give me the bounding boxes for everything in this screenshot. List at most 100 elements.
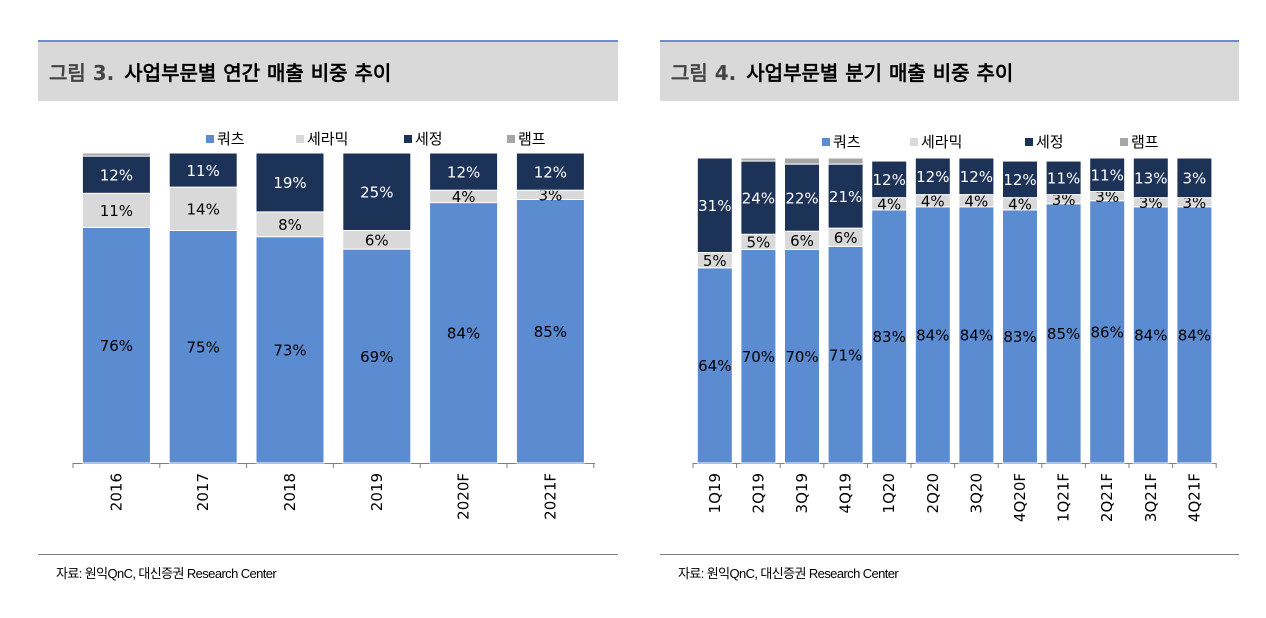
data-label-cleaning-3Q20: 12% (960, 168, 993, 186)
data-label-cleaning-1Q19: 31% (698, 197, 731, 215)
bar-cleaning-2019 (342, 152, 412, 231)
x-tick-label-1Q19: 1Q19 (706, 473, 724, 513)
data-label-quartz-2018: 73% (273, 342, 306, 360)
data-label-ceramic-4Q19: 6% (834, 229, 858, 247)
legend-swatch-ramp (507, 135, 515, 143)
bar-ceramic-2016 (81, 192, 151, 228)
bar-ceramic-2018 (255, 211, 325, 238)
data-label-quartz-2019: 69% (360, 348, 393, 366)
annual-chart-title: 사업부문별 연간 매출 비중 추이 (124, 61, 392, 85)
bar-cleaning-4Q20F (1002, 160, 1038, 199)
data-label-quartz-2017: 75% (187, 338, 220, 356)
data-label-ceramic-4Q20F: 4% (1008, 195, 1032, 213)
legend-label-ceramic: 세라믹 (307, 130, 348, 148)
data-label-ceramic-2Q21F: 3% (1095, 188, 1119, 206)
data-label-cleaning-2020F: 12% (447, 163, 480, 181)
legend-swatch-ceramic (910, 138, 918, 146)
data-label-quartz-2016: 76% (100, 337, 133, 355)
legend-swatch-cleaning (1025, 138, 1033, 146)
annual-title-bar: 그림 3. 사업부문별 연간 매출 비중 추이 (38, 40, 618, 101)
x-tick-label-2Q19: 2Q19 (749, 473, 767, 513)
legend-swatch-ramp (1120, 138, 1128, 146)
bar-cleaning-2020F (429, 152, 499, 191)
data-label-ceramic-1Q19: 5% (703, 252, 727, 270)
data-label-cleaning-1Q21F: 11% (1047, 170, 1080, 188)
annual-figure-label: 그림 3. (49, 61, 115, 85)
quarterly-chart-title: 사업부문별 분기 매출 비중 추이 (746, 61, 1014, 85)
bar-ramp-3Q19 (784, 157, 820, 165)
x-tick-label-2020F: 2020F (455, 473, 473, 520)
data-label-cleaning-2Q20: 12% (916, 168, 949, 186)
data-label-cleaning-2019: 25% (360, 183, 393, 201)
x-tick-label-2Q21F: 2Q21F (1098, 473, 1116, 522)
quarterly-chart: 쿼츠 세라믹 세정 램프 64% 5% 31% 1Q19 70% 5% 24% 2Q19 70% 6% 22… (692, 133, 1217, 522)
data-label-quartz-4Q21F: 84% (1178, 327, 1211, 345)
bar-quartz-1Q20 (871, 209, 908, 464)
data-label-quartz-2021F: 85% (534, 323, 567, 341)
quarterly-figure-label: 그림 4. (671, 61, 737, 85)
bar-quartz-2020F (429, 202, 499, 464)
data-label-quartz-3Q19: 70% (785, 348, 818, 366)
x-tick-label-3Q19: 3Q19 (793, 473, 811, 513)
data-label-quartz-2Q20: 84% (916, 327, 949, 345)
annual-panel: 그림 3. 사업부문별 연간 매출 비중 추이 쿼츠 세라믹 세정 램프 76% 11% 1… (38, 40, 618, 581)
bar-cleaning-2016 (81, 155, 151, 194)
bar-cleaning-2Q21F (1089, 157, 1126, 193)
data-label-quartz-2Q19: 70% (742, 348, 775, 366)
data-label-quartz-1Q19: 64% (698, 357, 731, 375)
data-label-quartz-3Q20: 84% (960, 327, 993, 345)
bar-quartz-3Q21F (1132, 206, 1169, 464)
x-tick-label-2021F: 2021F (541, 473, 559, 520)
data-label-cleaning-2018: 19% (273, 174, 306, 192)
quarterly-title-bar: 그림 4. 사업부문별 분기 매출 비중 추이 (660, 40, 1239, 101)
legend-label-ramp: 램프 (518, 130, 546, 148)
legend-swatch-quartz (822, 138, 830, 146)
bar-quartz-4Q21F (1176, 206, 1213, 464)
bar-quartz-1Q19 (696, 267, 733, 464)
bar-cleaning-3Q20 (958, 157, 995, 196)
annual-source: 자료: 원익QnC, 대신증권 Research Center (38, 554, 618, 582)
bar-cleaning-4Q21F (1176, 157, 1213, 199)
data-label-ceramic-3Q19: 6% (790, 232, 814, 250)
bar-cleaning-2Q20 (914, 157, 951, 196)
data-label-cleaning-4Q19: 21% (829, 188, 862, 206)
data-label-ceramic-2020F: 4% (452, 188, 476, 206)
legend-swatch-quartz (206, 135, 214, 143)
bar-quartz-2016 (81, 226, 151, 464)
bar-quartz-4Q19 (827, 245, 864, 464)
legend-label-quartz: 쿼츠 (217, 130, 245, 148)
x-tick-label-4Q19: 4Q19 (837, 473, 855, 513)
legend-label-quartz: 쿼츠 (833, 133, 861, 151)
x-tick-label-1Q21F: 1Q21F (1055, 473, 1073, 522)
bar-cleaning-1Q19 (696, 157, 733, 254)
data-label-ceramic-2Q19: 5% (747, 234, 771, 252)
quarterly-panel: 그림 4. 사업부문별 분기 매출 비중 추이 쿼츠 세라믹 세정 램프 64% 5% 31… (660, 40, 1239, 581)
data-label-cleaning-3Q19: 22% (785, 189, 818, 207)
data-label-quartz-4Q19: 71% (829, 346, 862, 364)
data-label-ceramic-2016: 11% (100, 202, 133, 220)
x-tick-label-2016: 2016 (107, 473, 125, 511)
x-tick-label-3Q20: 3Q20 (967, 473, 985, 513)
bar-quartz-3Q20 (958, 206, 995, 464)
bar-cleaning-1Q21F (1045, 160, 1082, 196)
data-label-ceramic-1Q21F: 3% (1052, 191, 1076, 209)
data-label-ceramic-3Q21F: 3% (1139, 194, 1163, 212)
x-tick-label-2017: 2017 (194, 473, 212, 511)
data-label-quartz-2Q21F: 86% (1091, 324, 1124, 342)
bar-quartz-2Q21F (1089, 200, 1126, 464)
data-label-quartz-4Q20F: 83% (1003, 328, 1036, 346)
legend-label-ramp: 램프 (1131, 133, 1159, 151)
data-label-ceramic-2019: 6% (365, 232, 389, 250)
bar-ramp-4Q19 (827, 157, 864, 165)
data-label-quartz-3Q21F: 84% (1134, 327, 1167, 345)
data-label-quartz-1Q21F: 85% (1047, 325, 1080, 343)
legend-swatch-cleaning (404, 135, 412, 143)
legend-swatch-ceramic (296, 135, 304, 143)
bar-quartz-2019 (342, 248, 412, 464)
x-tick-label-3Q21F: 3Q21F (1142, 473, 1160, 522)
bar-ramp-2Q19 (740, 157, 777, 162)
bar-quartz-2021F (515, 199, 585, 464)
data-label-ceramic-4Q21F: 3% (1183, 194, 1207, 212)
bar-quartz-4Q20F (1002, 209, 1038, 464)
bar-ramp-2016 (81, 152, 151, 157)
